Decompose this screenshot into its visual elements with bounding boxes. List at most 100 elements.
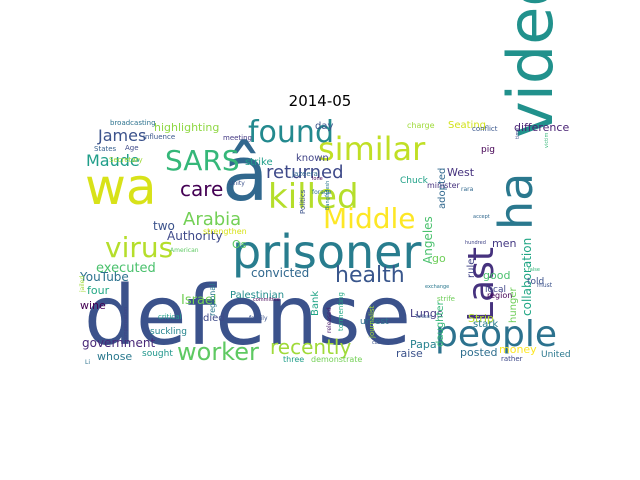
word-sought: sought: [142, 349, 173, 359]
word-men: men: [492, 237, 516, 250]
word-must: must: [537, 282, 553, 289]
word-whose: whose: [97, 350, 132, 363]
word-lone: lone: [312, 176, 323, 182]
word-strengthen: strengthen: [203, 227, 247, 236]
cloud-background: [80, 117, 560, 359]
word-hundred: hundred: [465, 240, 486, 246]
word-demonstrate: demonstrate: [311, 355, 362, 364]
word-american: American: [170, 247, 199, 254]
word-adopted: adopted: [437, 168, 448, 209]
word-united: United: [541, 350, 571, 360]
word-angeles: Angeles: [421, 216, 435, 264]
word-seating: Seating: [448, 120, 486, 131]
word-local: local: [485, 285, 506, 295]
word-highlighting: highlighting: [154, 121, 219, 134]
word-posted: posted: [460, 346, 498, 359]
word-last: Last: [461, 247, 502, 322]
word-prisoner: prisoner: [232, 225, 421, 279]
word-accept: accept: [473, 214, 490, 220]
word-known: known: [296, 153, 329, 164]
word-money: money: [499, 343, 537, 356]
word-two: two: [153, 219, 175, 233]
word-hunger: hunger: [508, 286, 519, 323]
word-died: died: [203, 313, 225, 324]
word-chuck: Chuck: [400, 176, 429, 186]
word-wa: wa: [85, 158, 157, 216]
word-strife: strife: [437, 295, 455, 303]
word-virus: virus: [105, 231, 173, 264]
word-jailed: jailed: [79, 276, 86, 293]
word-worker: worker: [177, 338, 259, 366]
word-compensation: compensation: [123, 307, 129, 342]
word-killed: killed: [268, 177, 359, 217]
word-jazeera: Jazeera: [291, 170, 318, 178]
word-committee: committee: [253, 297, 280, 303]
word-pig: pig: [481, 145, 495, 155]
word-time: time: [515, 128, 521, 139]
word-rara: rara: [461, 186, 474, 193]
word-sars: SARS: [165, 144, 240, 177]
word-difference: difference: [514, 121, 569, 134]
word-os: Os: [232, 238, 247, 251]
word-people: people: [435, 314, 557, 355]
word-government: government: [82, 336, 155, 350]
word-unity: Unity: [229, 180, 245, 187]
word-maude: Maude: [86, 151, 140, 170]
word-convicted: convicted: [251, 266, 309, 280]
word-ha: ha: [489, 173, 543, 230]
word-forage: forage: [312, 189, 332, 196]
word-similar: similar: [318, 130, 426, 168]
word-rather: rather: [501, 355, 523, 363]
word-family: family: [249, 315, 268, 322]
word-charge: charge: [407, 121, 435, 130]
word-states: States: [94, 145, 117, 153]
word-unrest: unrest: [360, 317, 389, 327]
word-strike: strike: [245, 157, 273, 168]
word-victim: victim: [544, 133, 550, 148]
word-wine: wine: [80, 299, 106, 312]
word-bank: Bank: [310, 291, 321, 316]
word-lungs: Lungs: [410, 307, 443, 320]
word-james: James: [97, 126, 146, 145]
word-stark: stark: [473, 319, 498, 330]
word-false: false: [528, 267, 540, 273]
word-executed: executed: [96, 261, 156, 276]
word-rule: rule: [466, 259, 477, 278]
chart-title: 2014-05: [288, 92, 352, 110]
word-politics: Politics: [299, 189, 307, 214]
word-region: region: [487, 291, 512, 300]
word-conflict: conflict: [472, 125, 498, 133]
word--: â: [222, 129, 269, 218]
word-regional: regional: [208, 284, 217, 316]
word-tormenting: tormenting: [337, 292, 345, 331]
word-returned: returned: [266, 162, 344, 183]
word-taliban: Taliban: [414, 314, 432, 320]
word-journalist: journalist: [368, 305, 376, 339]
word-collaboration: collaboration: [520, 238, 534, 316]
word-told: told: [527, 277, 544, 287]
word-suckling: suckling: [150, 327, 187, 337]
word-influence: influence: [143, 133, 175, 141]
word-case: case: [372, 340, 384, 346]
word-minister: minister: [427, 181, 461, 190]
word-li: Li: [85, 359, 90, 366]
word-recently: recently: [270, 335, 351, 359]
word-day: day: [315, 121, 333, 132]
word-secretary: Secretary: [109, 156, 143, 164]
word-health: health: [335, 263, 405, 288]
word-go: go: [432, 252, 446, 265]
word-good: good: [483, 269, 510, 282]
word-meeting: meeting: [223, 134, 252, 142]
word-raise: raise: [396, 347, 423, 360]
word-released: released: [326, 307, 333, 333]
word-exchange: exchange: [425, 284, 449, 290]
word-critical: critical: [158, 313, 181, 321]
word-broadcasting: broadcasting: [110, 119, 156, 127]
word-defense: defense: [84, 269, 411, 364]
word-palestinian: Palestinian: [230, 290, 284, 301]
word-four: four: [87, 284, 110, 297]
word-daughter: daughter: [435, 300, 446, 347]
word-care: care: [180, 177, 223, 201]
word-three: three: [283, 355, 304, 364]
word-found: found: [248, 115, 334, 150]
